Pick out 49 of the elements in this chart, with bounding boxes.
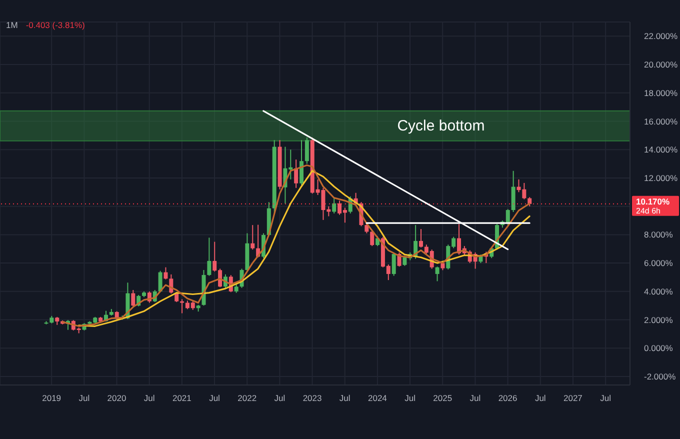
x-tick-label: 2026 [498, 393, 518, 404]
y-tick-label: 2.000% [644, 314, 674, 325]
y-tick-label: 22.000% [644, 31, 678, 42]
y-tick-label: 0.000% [644, 343, 674, 354]
candlestick [364, 222, 369, 234]
candlestick [164, 266, 168, 280]
x-tick-label: 2027 [564, 393, 583, 404]
ref-line-label: 10.170% [636, 196, 670, 206]
x-tick-label: 2024 [368, 393, 388, 404]
text: 24d 6h [636, 206, 660, 216]
y-tick-label: 16.000% [644, 116, 678, 126]
candlestick [131, 289, 136, 307]
chart-subtitle: -0.403 (-3.81%) [26, 20, 85, 30]
y-tick-label: 8.000% [644, 230, 674, 240]
y-tick-label: 18.000% [644, 88, 678, 98]
y-tick-label: 6.000% [644, 258, 674, 268]
y-tick-label: 14.000% [644, 144, 678, 155]
x-tick-label: 2019 [42, 393, 62, 404]
chart-title: 1M [6, 20, 18, 30]
x-tick-label: Jul [144, 393, 155, 404]
x-tick-label: Jul [404, 393, 416, 404]
candlestick [418, 228, 423, 248]
y-tick-label: 12.000% [644, 172, 678, 183]
x-tick-label: 2025 [433, 393, 452, 404]
x-tick-label: Jul [339, 393, 350, 404]
x-tick-label: 2021 [172, 393, 192, 404]
band-label: Cycle bottom [397, 117, 485, 134]
candlestick [207, 237, 212, 276]
candlestick [250, 224, 255, 250]
x-tick-label: Jul [600, 393, 612, 404]
candlestick [294, 159, 298, 188]
x-tick-label: Jul [274, 393, 286, 404]
x-tick-label: Jul [534, 393, 546, 404]
candlestick [304, 137, 309, 164]
x-tick-label: 2022 [238, 393, 257, 404]
y-tick-label: -2.000% [644, 372, 676, 382]
candlestick [180, 298, 184, 314]
candlestick [392, 252, 396, 276]
y-tick-label: 20.000% [644, 60, 678, 70]
y-tick-label: 4.000% [644, 286, 674, 296]
candlestick [435, 266, 440, 282]
x-tick-label: Jul [78, 393, 90, 404]
x-tick-label: 2023 [302, 393, 322, 404]
candlestick [511, 170, 516, 213]
candlestick [300, 140, 304, 186]
x-tick-label: Jul [209, 393, 220, 404]
candlestick [332, 198, 336, 214]
x-tick-label: 2020 [107, 393, 126, 404]
x-tick-label: Jul [470, 393, 481, 404]
